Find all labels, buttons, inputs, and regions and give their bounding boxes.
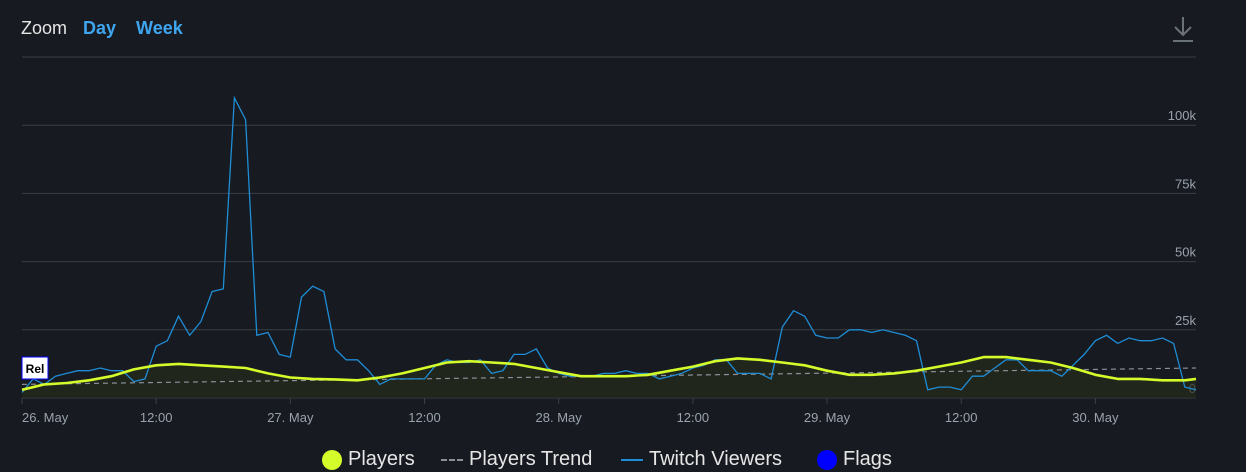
- zoom-day-button[interactable]: Day: [83, 18, 117, 38]
- zoom-bar: Zoom Day Week: [21, 18, 203, 39]
- y-axis: 025k50k75k100k: [1168, 108, 1197, 396]
- x-tick-label: 29. May: [804, 410, 851, 425]
- legend-players-label: Players: [348, 448, 415, 470]
- trend-swatch: [441, 458, 463, 461]
- flag-marker: [21, 356, 49, 380]
- legend-twitch-label: Twitch Viewers: [649, 448, 783, 470]
- y-tick-label: 100k: [1168, 108, 1197, 123]
- players-area: [22, 357, 1196, 398]
- zoom-label: Zoom: [21, 18, 68, 38]
- x-tick-label: 12:00: [140, 410, 173, 425]
- y-tick-label: 25k: [1175, 313, 1196, 328]
- download-icon[interactable]: [1170, 14, 1196, 44]
- x-tick-label: 30. May: [1072, 410, 1119, 425]
- x-tick-label: 26. May: [22, 410, 69, 425]
- flags-group: Rel: [21, 356, 49, 380]
- series-group: [21, 95, 1197, 398]
- x-tick-label: 27. May: [267, 410, 314, 425]
- legend-flags[interactable]: Flags: [817, 448, 892, 471]
- x-tick-label: 12:00: [677, 410, 710, 425]
- flags-swatch: [817, 449, 837, 470]
- legend-trend[interactable]: Players Trend: [441, 448, 592, 471]
- legend-trend-label: Players Trend: [469, 448, 593, 470]
- flag-label: Rel: [26, 362, 45, 376]
- legend-players[interactable]: Players: [322, 448, 415, 471]
- legend: Players Players Trend Twitch Viewers Fla…: [0, 446, 1246, 472]
- y-tick-label: 75k: [1175, 176, 1196, 191]
- x-tick-label: 12:00: [945, 410, 978, 425]
- players-line: [21, 355, 1197, 392]
- twitch-swatch: [621, 458, 643, 461]
- players-swatch: [322, 449, 342, 470]
- grid-lines: [22, 56, 1196, 399]
- x-tick-label: 12:00: [408, 410, 441, 425]
- legend-twitch[interactable]: Twitch Viewers: [621, 448, 782, 471]
- x-axis: 26. May 12:00 27. May 12:00 28. May 12:00 29. …: [21, 398, 1119, 425]
- y-tick-label: 50k: [1175, 245, 1196, 260]
- twitch-viewers-line: [21, 95, 1197, 393]
- zoom-week-button[interactable]: Week: [136, 18, 183, 38]
- legend-flags-label: Flags: [843, 448, 892, 470]
- x-tick-label: 28. May: [536, 410, 583, 425]
